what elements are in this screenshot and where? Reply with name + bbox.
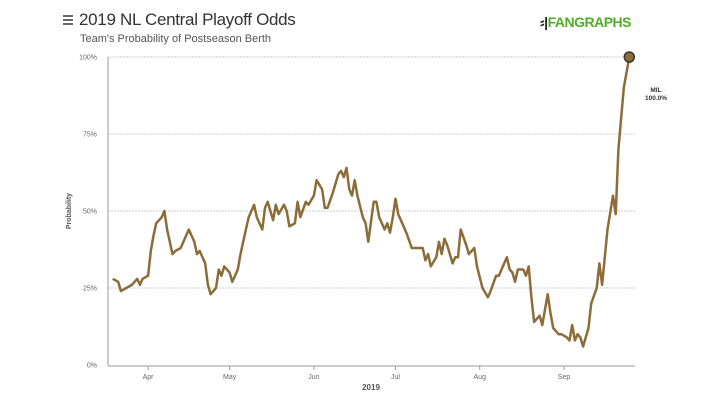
x-tick-label: Apr <box>143 374 155 381</box>
series-line-mil <box>112 56 631 348</box>
series-name-label: MIL <box>650 87 661 94</box>
y-tick-label: 75% <box>83 132 97 139</box>
series-end-value-label: 100.0% <box>645 95 667 102</box>
x-tick-label: Jun <box>308 374 319 381</box>
y-tick-label: 100% <box>79 55 97 62</box>
y-ticks: 0% 25% 50% 75% 100% <box>79 55 97 370</box>
x-tick-label: May <box>223 374 237 381</box>
x-tick-label: Sep <box>558 374 571 381</box>
chart-title: 2019 NL Central Playoff Odds <box>79 10 296 29</box>
x-tick-label: Aug <box>474 374 487 381</box>
y-tick-label: 0% <box>87 363 97 370</box>
x-tick-label: Jul <box>391 374 400 381</box>
y-tick-label: 50% <box>83 209 97 216</box>
end-point-marker <box>623 51 636 63</box>
grid <box>108 56 635 289</box>
y-axis-label: Probability <box>66 193 73 229</box>
x-axis-label: 2019 <box>362 383 380 392</box>
y-tick-label: 25% <box>83 286 97 293</box>
fangraphs-logo: ⸗|FANGRAPHS <box>540 14 632 30</box>
chart-subtitle: Team's Probability of Postseason Berth <box>80 33 272 45</box>
x-ticks: Apr May Jun Jul Aug Sep <box>143 366 571 381</box>
menu-icon[interactable] <box>63 15 73 27</box>
